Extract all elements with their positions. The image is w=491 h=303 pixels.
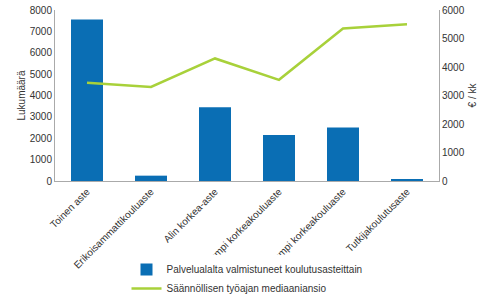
svg-text:1000: 1000 — [30, 154, 53, 165]
svg-text:4000: 4000 — [442, 62, 465, 73]
svg-text:Tutkijakoulutusaste: Tutkijakoulutusaste — [344, 186, 412, 254]
svg-text:6000: 6000 — [30, 47, 53, 58]
svg-text:Palvelualalta valmistuneet kou: Palvelualalta valmistuneet koulutusastei… — [167, 264, 363, 275]
svg-text:Ylempi korkeakouluaste: Ylempi korkeakouluaste — [265, 186, 348, 269]
svg-text:0: 0 — [442, 176, 448, 187]
svg-text:2000: 2000 — [442, 119, 465, 130]
svg-text:4000: 4000 — [30, 90, 53, 101]
svg-text:2000: 2000 — [30, 133, 53, 144]
svg-text:7000: 7000 — [30, 26, 53, 37]
svg-text:8000: 8000 — [30, 5, 53, 16]
svg-text:5000: 5000 — [442, 33, 465, 44]
svg-text:Alin korkea-aste: Alin korkea-aste — [161, 186, 220, 245]
svg-text:Lukumäärä: Lukumäärä — [16, 70, 27, 120]
svg-text:Toinen aste: Toinen aste — [48, 186, 92, 230]
svg-text:3000: 3000 — [30, 111, 53, 122]
svg-text:Säännöllisen työajan mediaania: Säännöllisen työajan mediaaniansio — [167, 283, 327, 294]
svg-text:€ / kk: € / kk — [467, 83, 478, 108]
svg-text:3000: 3000 — [442, 90, 465, 101]
svg-text:6000: 6000 — [442, 5, 465, 16]
svg-text:Erikoisammattikouluaste: Erikoisammattikouluaste — [71, 186, 156, 271]
svg-text:0: 0 — [46, 176, 52, 187]
svg-text:1000: 1000 — [442, 147, 465, 158]
svg-text:5000: 5000 — [30, 69, 53, 80]
svg-text:Alempi korkeakouluaste: Alempi korkeakouluaste — [201, 186, 284, 269]
